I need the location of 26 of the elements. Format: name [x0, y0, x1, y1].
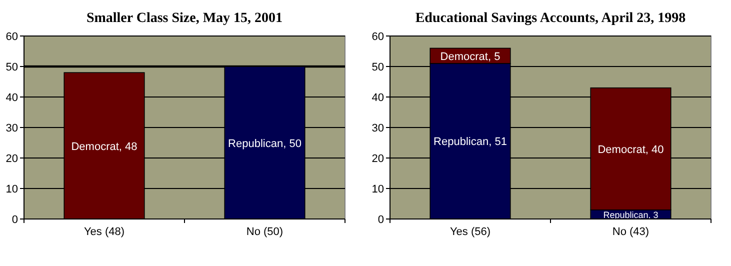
y-tick-label: 40	[6, 92, 18, 104]
data-label: Republican, 51	[434, 136, 507, 148]
data-label: Democrat, 5	[440, 50, 500, 63]
y-tick-label: 30	[372, 122, 384, 134]
y-tick-label: 10	[6, 184, 18, 196]
y-tick-label: 0	[378, 214, 384, 226]
data-label: Democrat, 40	[598, 144, 664, 156]
y-tick-label: 60	[372, 31, 384, 43]
y-tick-label: 10	[372, 184, 384, 196]
x-tick-label: Yes (56)	[450, 226, 491, 238]
y-tick-label: 0	[12, 214, 18, 226]
y-tick-label: 40	[372, 92, 384, 104]
x-tick-label: Yes (48)	[84, 226, 125, 238]
y-tick-label: 20	[6, 153, 18, 165]
chart-title: Educational Savings Accounts, April 23, 1998	[415, 11, 686, 26]
data-label: Democrat, 48	[71, 140, 138, 153]
y-tick-label: 50	[6, 62, 18, 74]
chart-title: Smaller Class Size, May 15, 2001	[86, 11, 283, 26]
x-tick-label: No (50)	[246, 226, 284, 238]
y-tick-label: 20	[372, 153, 384, 165]
x-tick-label: No (43)	[612, 226, 650, 238]
y-tick-label: 60	[6, 31, 18, 43]
data-label: Republican, 3	[603, 210, 658, 220]
y-tick-label: 30	[6, 122, 18, 134]
data-label: Republican, 50	[228, 138, 302, 150]
y-tick-label: 50	[372, 62, 384, 74]
